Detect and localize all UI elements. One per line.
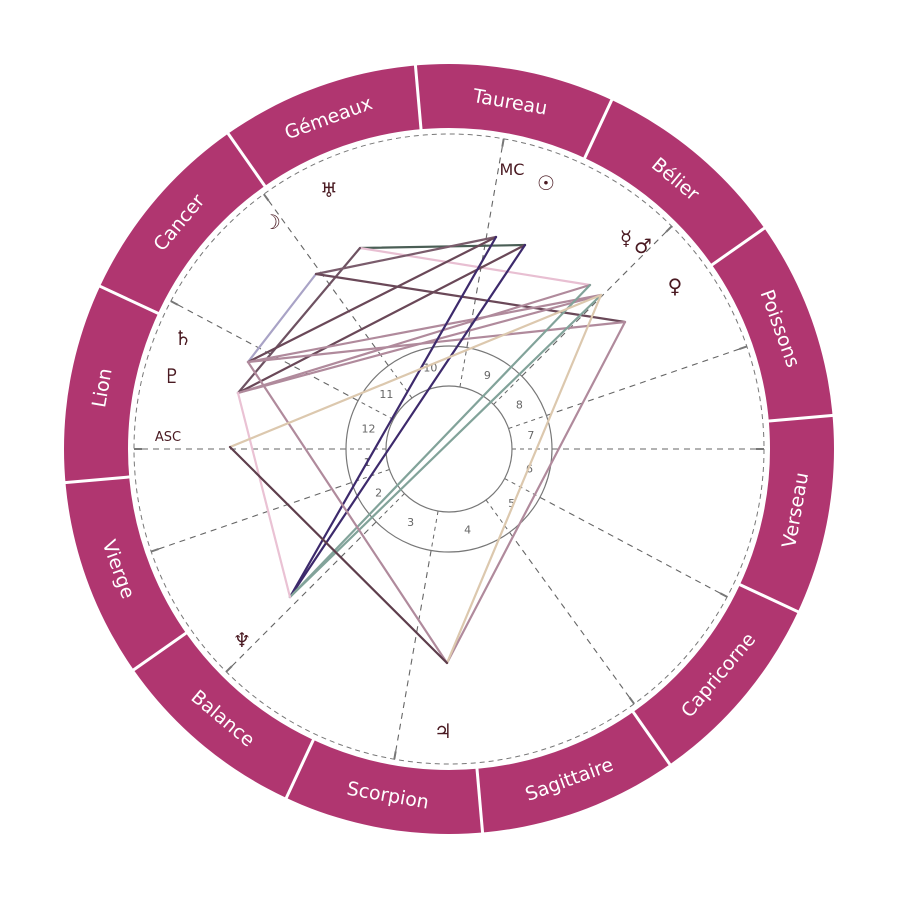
aspect-line [236,246,362,395]
house-number: 7 [527,429,534,442]
house-number: 2 [375,486,382,499]
cusp-tick [501,138,505,147]
cusp-tick [665,225,673,233]
house-cusp-line [170,300,359,402]
mars-icon: ♂ [634,234,652,258]
ring-inner-edge [128,128,770,770]
aspect-line [314,272,627,324]
midheaven-label: MC [500,160,525,179]
house-number: 4 [464,523,471,536]
cusp-tick [150,548,160,553]
aspect-line [236,283,592,395]
sign-divider [629,707,673,767]
house-cusp-lines [134,138,764,760]
aspect-line [228,445,449,665]
house-cusp-line [393,550,432,760]
aspect-line [246,360,449,665]
sign-divider [707,225,767,269]
house-divider [388,365,413,399]
aspect-line [228,293,603,449]
house-number: 12 [361,422,375,435]
cusp-tick [393,751,397,760]
sign-divider [131,629,191,673]
aspect-line [246,293,603,364]
venus-icon: ♀ [668,274,683,298]
cusp-tick [738,345,748,350]
house-cusp-line [521,225,673,377]
house-cusp-line [539,496,728,598]
aspect-line [358,243,527,250]
cusp-tick [628,696,635,705]
house-number-ring: 123456789101112 [345,345,553,553]
aspect-line [445,320,627,665]
house-divider [375,493,405,523]
aspect-lines [228,235,627,665]
aspect-line [314,235,498,276]
house-divider [459,347,468,388]
house-ring-outer [345,345,553,553]
aspect-line [445,293,603,665]
aspect-line [288,235,498,599]
house-cusp-line [263,193,389,366]
sign-divider [413,63,423,134]
aspect-line [246,272,318,364]
cusp-tick [225,665,233,673]
sign-divider [225,131,269,191]
house-number: 3 [407,516,414,529]
house-number: 8 [516,399,523,412]
aspect-line [236,391,292,599]
moon-icon: ☽ [263,210,281,234]
saturn-icon: ♄ [174,326,192,350]
house-divider [508,414,547,429]
house-cusp-line [150,482,352,553]
cusp-tick [170,300,179,306]
sign-divider [63,475,134,485]
cusp-tick [719,592,728,598]
sun-icon: ☉ [537,171,555,195]
house-divider [357,400,394,420]
cusp-tick [263,193,270,202]
house-number: 9 [484,369,491,382]
house-number: 6 [526,463,533,476]
house-divider [493,375,523,405]
house-number: 10 [423,362,437,375]
house-cusp-line [225,521,377,673]
house-divider [430,510,439,551]
pluto-icon: ♇ [163,364,181,388]
sign-divider [764,413,835,423]
neptune-icon: ♆ [233,628,251,652]
house-cusp-line [466,138,505,348]
aspect-line [358,246,592,287]
jupiter-icon: ♃ [434,719,452,743]
house-ring-inner [385,385,513,513]
aspect-line [288,293,603,599]
house-number: 5 [508,497,515,510]
sign-divider [475,764,485,835]
aspect-line [288,243,527,599]
house-divider [485,499,510,533]
aspect-line [246,235,498,364]
aspect-line [288,283,592,599]
house-cusp-line [509,532,635,705]
sign-divider [97,284,163,317]
uranus-icon: ♅ [320,178,338,202]
mercury-icon: ☿ [620,226,632,250]
sign-divider [735,581,801,614]
sign-divider [284,735,317,801]
house-cusp-line [546,345,748,416]
ascendant-label: ASC [155,430,181,445]
house-number: 11 [379,388,393,401]
planet-glyphs: ☉ ☿ ♂ ♀ ♅ ☽ ♄ ♇ ♆ ♃ [163,171,682,743]
sign-divider [581,97,614,163]
